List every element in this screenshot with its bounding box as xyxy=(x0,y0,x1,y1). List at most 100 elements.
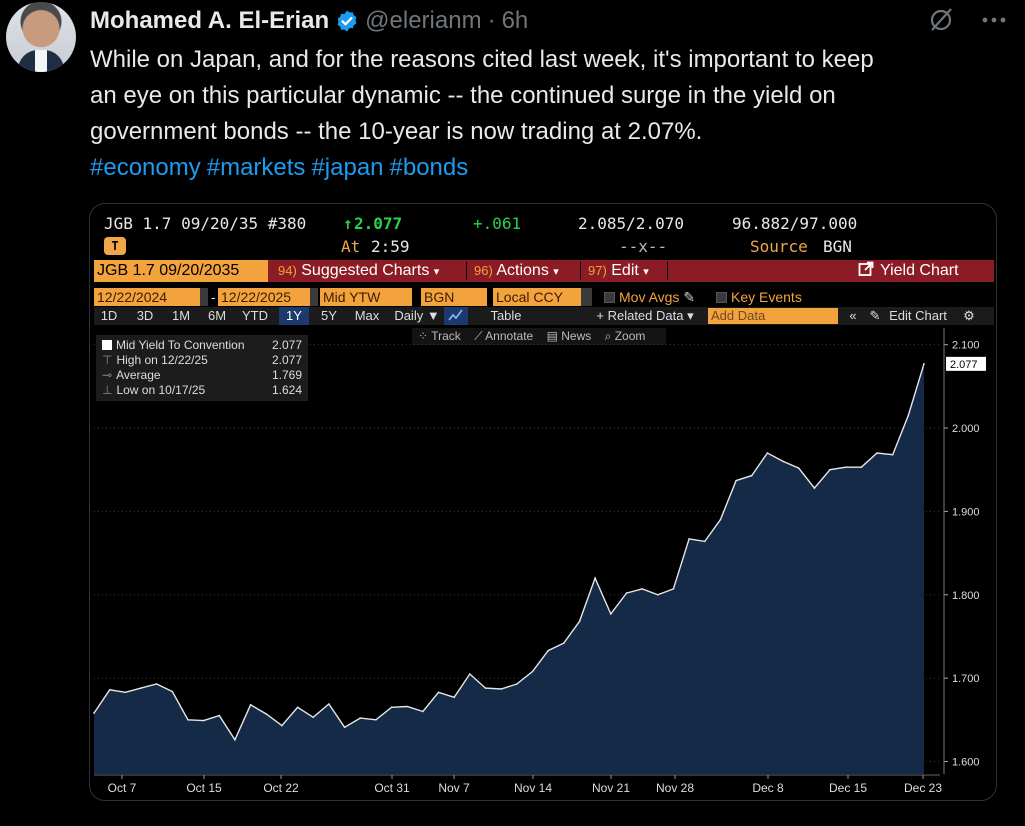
up-arrow-icon: ↑ xyxy=(343,214,353,233)
add-data-input[interactable]: Add Data xyxy=(708,308,838,324)
data-point xyxy=(782,460,784,463)
mov-avgs-toggle[interactable]: Mov Avgs ✎ xyxy=(604,288,695,306)
slash-circle-icon[interactable] xyxy=(927,6,955,34)
dropdown-arrow-icon[interactable] xyxy=(581,288,592,306)
calendar-icon[interactable] xyxy=(200,288,208,306)
author-handle[interactable]: @elerianm xyxy=(365,7,482,34)
tool-annotate[interactable]: Annotate xyxy=(485,329,534,343)
y-tick-label: 2.100 xyxy=(952,340,980,352)
annotate-icon[interactable]: ⟋ xyxy=(474,329,483,343)
data-point xyxy=(578,620,581,623)
more-icon[interactable] xyxy=(981,16,1007,24)
x-tick-label: Nov 28 xyxy=(656,781,694,795)
period-5y[interactable]: 5Y xyxy=(321,308,337,323)
tweet-text-line: While on Japan, and for the reasons cite… xyxy=(90,46,874,73)
data-point xyxy=(719,518,722,521)
table-button[interactable]: Table xyxy=(490,308,522,323)
field-currency[interactable]: Local CCY xyxy=(493,288,581,306)
last-value-box xyxy=(946,356,986,371)
data-point xyxy=(187,719,189,721)
hashtag-link[interactable]: #japan xyxy=(311,154,384,181)
tweet-text-line: an eye on this particular dynamic -- the… xyxy=(90,82,836,109)
line-chart-icon[interactable] xyxy=(444,307,468,325)
high-marker-icon: ⊤ xyxy=(102,353,113,367)
avatar[interactable] xyxy=(6,2,76,72)
data-point xyxy=(108,689,111,691)
period-6m[interactable]: 6M xyxy=(207,308,227,323)
legend-series: Mid Yield To Convention 2.077 xyxy=(102,338,302,353)
security-field[interactable]: JGB 1.7 09/20/2035 xyxy=(94,260,268,282)
author-name[interactable]: Mohamed A. El-Erian xyxy=(90,7,330,34)
frequency-select[interactable]: Daily ▼ xyxy=(394,308,440,323)
tweet-time[interactable]: 6h xyxy=(501,7,529,34)
data-point xyxy=(907,414,910,417)
menu-label: Actions xyxy=(496,262,549,279)
data-point xyxy=(343,726,346,729)
hashtag-link[interactable]: #bonds xyxy=(389,154,469,181)
menu-edit[interactable]: 97) Edit ▾ xyxy=(588,260,649,282)
last-value-label: 2.077 xyxy=(950,359,978,371)
verified-badge-icon xyxy=(337,10,357,32)
data-point xyxy=(124,691,127,694)
start-date-field[interactable]: 12/22/2024 xyxy=(94,288,200,306)
change: +.061 xyxy=(473,214,522,233)
field-mid-ytw[interactable]: Mid YTW xyxy=(320,288,412,306)
zoom-icon[interactable]: ⌕ xyxy=(604,329,612,343)
menu-bar: JGB 1.7 09/20/2035 94) Suggested Charts … xyxy=(94,260,994,282)
track-icon[interactable]: ⁘ xyxy=(418,329,429,343)
yield-chart-label: Yield Chart xyxy=(880,262,959,279)
data-point xyxy=(296,706,299,709)
news-icon[interactable]: ▤ xyxy=(546,329,558,343)
key-events-toggle[interactable]: Key Events xyxy=(716,288,802,306)
field-source[interactable]: BGN xyxy=(421,288,487,306)
average-marker-icon: ⊸ xyxy=(102,368,113,382)
period-3d[interactable]: 3D xyxy=(136,308,154,323)
data-point xyxy=(813,487,816,489)
tool-zoom[interactable]: Zoom xyxy=(614,329,646,343)
data-point xyxy=(171,690,174,693)
yield-chart-title[interactable]: Yield Chart xyxy=(858,260,959,282)
data-point xyxy=(829,468,831,471)
period-1d[interactable]: 1D xyxy=(100,308,118,323)
period-ytd[interactable]: YTD xyxy=(242,308,268,323)
data-point xyxy=(469,673,471,675)
tool-news[interactable]: News xyxy=(561,329,592,343)
series-swatch[interactable] xyxy=(102,340,112,350)
x-mark: --x-- xyxy=(619,237,668,256)
related-data-button[interactable]: + Related Data ▾ xyxy=(596,308,694,323)
checkbox-icon[interactable] xyxy=(604,292,615,303)
end-date-field[interactable]: 12/22/2025 xyxy=(218,288,310,306)
tweet-media[interactable]: JGB 1.7 09/20/35 #380 ↑ 2.077 +.061 2.08… xyxy=(89,203,997,801)
checkbox-icon[interactable] xyxy=(716,292,727,303)
menu-actions[interactable]: 96) Actions ▾ xyxy=(474,260,559,282)
data-point xyxy=(610,613,612,615)
legend-low-value: 1.624 xyxy=(271,383,302,397)
pencil-icon[interactable]: ✎ xyxy=(683,289,696,305)
avatar-shirt xyxy=(35,50,47,72)
period-1m[interactable]: 1M xyxy=(171,308,191,323)
tool-track[interactable]: Track xyxy=(431,329,461,343)
edit-chart-button[interactable]: Edit Chart xyxy=(889,308,947,323)
terminal-alert-icon[interactable]: T xyxy=(104,237,126,255)
pencil-icon[interactable]: ✎ xyxy=(869,308,881,323)
menu-suggested-charts[interactable]: 94) Suggested Charts ▾ xyxy=(278,260,439,282)
hashtag-link[interactable]: #economy xyxy=(90,154,201,181)
data-point xyxy=(93,712,95,714)
chart-legend: Mid Yield To Convention 2.077 ⊤ High on 12… xyxy=(96,335,308,401)
price: 96.882/97.000 xyxy=(732,214,858,233)
at-time: 2:59 xyxy=(371,237,410,256)
data-point xyxy=(876,452,878,454)
bid-ask: 2.085/2.070 xyxy=(578,214,684,233)
data-point xyxy=(281,724,283,727)
gear-icon[interactable]: ⚙ xyxy=(963,308,975,323)
data-point xyxy=(155,683,158,685)
yield-chart[interactable]: 2.100 2.000 1.900 1.800 1.700 1.600 2.077 Oct 7… xyxy=(90,204,996,800)
collapse-icon[interactable]: « xyxy=(849,308,857,323)
calendar-icon[interactable] xyxy=(310,288,318,306)
y-tick-label: 1.800 xyxy=(952,590,980,602)
data-point xyxy=(312,716,314,719)
date-separator: - xyxy=(211,289,216,305)
period-1y[interactable]: 1Y xyxy=(279,307,309,325)
period-max[interactable]: Max xyxy=(354,308,380,323)
hashtag-link[interactable]: #markets xyxy=(206,154,306,181)
